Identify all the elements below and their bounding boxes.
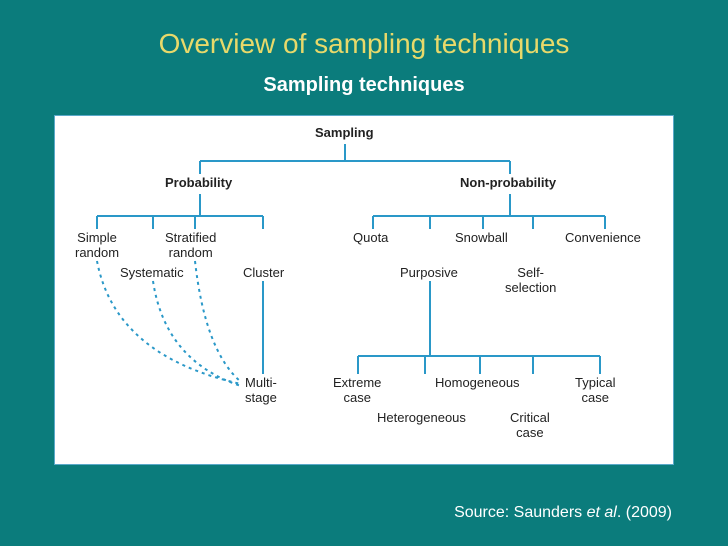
node-simple: Simplerandom <box>75 231 119 261</box>
page-subtitle: Sampling techniques <box>0 74 728 97</box>
node-prob: Probability <box>165 176 232 191</box>
node-convenience: Convenience <box>565 231 641 246</box>
diagram-container: Sampling Probability Non-probability Simple… <box>54 115 674 465</box>
diagram-nodes: Sampling Probability Non-probability Simple… <box>55 116 673 464</box>
source-prefix: Source: Saunders <box>454 504 587 521</box>
node-quota: Quota <box>353 231 388 246</box>
node-stratified: Stratifiedrandom <box>165 231 216 261</box>
node-extreme: Extremecase <box>333 376 381 406</box>
source-italic: et al <box>587 504 617 521</box>
node-cluster: Cluster <box>243 266 284 281</box>
node-typical: Typicalcase <box>575 376 615 406</box>
node-systematic: Systematic <box>120 266 184 281</box>
node-snowball: Snowball <box>455 231 508 246</box>
node-critical: Criticalcase <box>510 411 550 441</box>
node-hetero: Heterogeneous <box>377 411 466 426</box>
node-selfsel: Self-selection <box>505 266 556 296</box>
node-homo: Homogeneous <box>435 376 520 391</box>
node-multi: Multi-stage <box>245 376 277 406</box>
node-purposive: Purposive <box>400 266 458 281</box>
source-citation: Source: Saunders et al. (2009) <box>454 504 672 522</box>
source-suffix: . (2009) <box>617 504 672 521</box>
node-sampling: Sampling <box>315 126 374 141</box>
node-nonprob: Non-probability <box>460 176 556 191</box>
page-title: Overview of sampling techniques <box>0 0 728 60</box>
